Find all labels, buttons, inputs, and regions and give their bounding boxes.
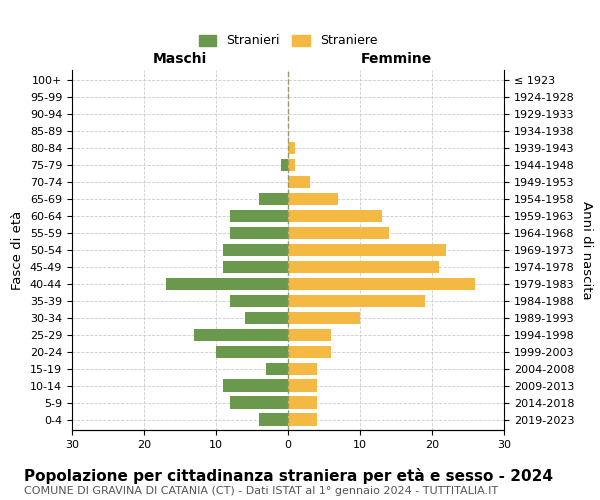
Bar xyxy=(230,226,288,239)
Bar xyxy=(288,294,425,308)
Bar xyxy=(288,260,439,274)
Bar xyxy=(288,176,310,188)
Bar xyxy=(223,380,288,392)
Bar xyxy=(288,414,317,426)
Y-axis label: Fasce di età: Fasce di età xyxy=(11,210,25,290)
Y-axis label: Anni di nascita: Anni di nascita xyxy=(580,200,593,300)
Legend: Stranieri, Straniere: Stranieri, Straniere xyxy=(194,30,382,52)
Bar xyxy=(216,346,288,358)
Bar xyxy=(288,226,389,239)
Text: Maschi: Maschi xyxy=(153,52,207,66)
Bar xyxy=(223,244,288,256)
Bar xyxy=(288,192,338,205)
Bar xyxy=(245,312,288,324)
Bar xyxy=(288,244,446,256)
Bar xyxy=(288,396,317,409)
Bar xyxy=(230,294,288,308)
Bar xyxy=(288,346,331,358)
Text: Femmine: Femmine xyxy=(361,52,431,66)
Bar xyxy=(288,158,295,172)
Bar xyxy=(166,278,288,290)
Bar xyxy=(288,380,317,392)
Bar xyxy=(288,142,295,154)
Text: Popolazione per cittadinanza straniera per età e sesso - 2024: Popolazione per cittadinanza straniera p… xyxy=(24,468,553,483)
Bar xyxy=(223,260,288,274)
Bar xyxy=(288,362,317,375)
Bar xyxy=(288,210,382,222)
Bar xyxy=(259,192,288,205)
Bar xyxy=(194,328,288,342)
Bar xyxy=(288,312,360,324)
Text: COMUNE DI GRAVINA DI CATANIA (CT) - Dati ISTAT al 1° gennaio 2024 - TUTTITALIA.I: COMUNE DI GRAVINA DI CATANIA (CT) - Dati… xyxy=(24,486,498,496)
Bar xyxy=(230,210,288,222)
Bar xyxy=(230,396,288,409)
Bar xyxy=(288,328,331,342)
Bar xyxy=(288,278,475,290)
Bar xyxy=(266,362,288,375)
Bar xyxy=(281,158,288,172)
Bar xyxy=(259,414,288,426)
